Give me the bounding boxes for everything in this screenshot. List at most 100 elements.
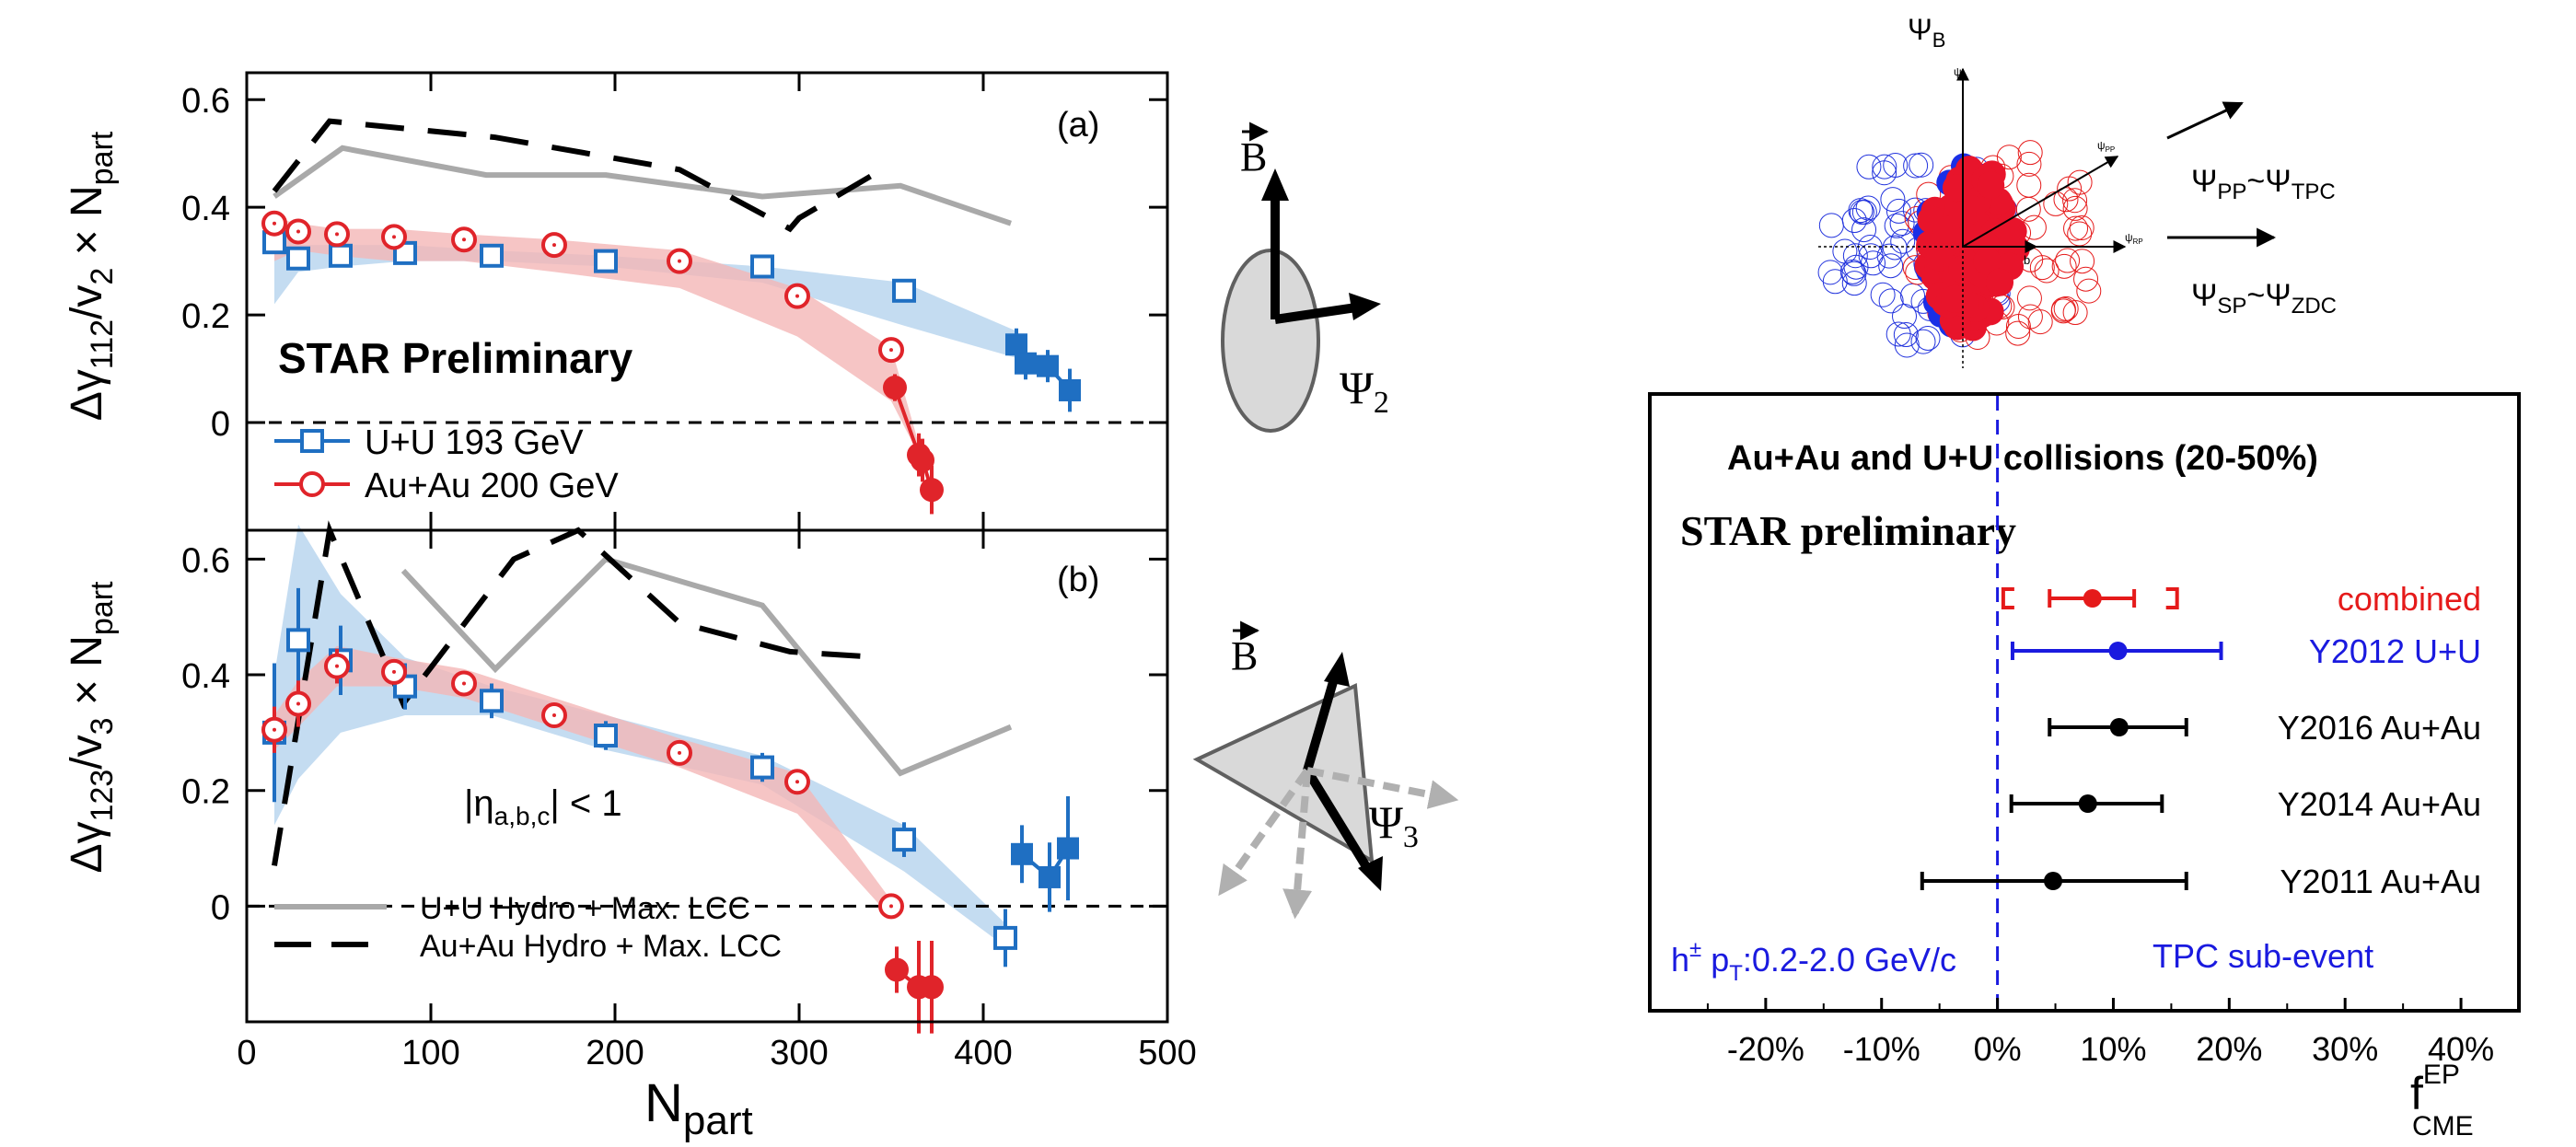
psi-rp-small-label: ψRP xyxy=(2125,231,2143,246)
nucleon-open xyxy=(2005,313,2031,339)
nucleon-open xyxy=(2063,215,2089,241)
y-tick-label: 0.4 xyxy=(181,657,230,696)
fcme-x-tick-label: 40% xyxy=(2428,1030,2494,1068)
nucleon-open xyxy=(1878,253,1904,279)
nucleon-open xyxy=(1876,243,1902,269)
auau-point-center xyxy=(273,727,276,732)
eta-cut-label: |ηa,b,c| < 1 xyxy=(464,783,622,830)
auau-point-center xyxy=(392,669,396,674)
y-tick-label: 0.6 xyxy=(181,541,230,580)
panel-a-legend: U+U 193 GeV Au+Au 200 GeV xyxy=(274,423,619,505)
psi-sp-zdc-label: ΨSP~ΨZDC xyxy=(2191,278,2337,319)
x-tick-label: 300 xyxy=(770,1034,828,1072)
fcme-row-label: Y2016 Au+Au xyxy=(2278,709,2481,747)
panel-b-xlabel: Npart xyxy=(644,1073,753,1143)
panel-b-label: (b) xyxy=(1057,561,1099,599)
x-tick-label: 100 xyxy=(401,1034,459,1072)
panel-b-legend: U+U Hydro + Max. LCC Au+Au Hydro + Max. … xyxy=(274,891,782,964)
nucleon-open xyxy=(1909,152,1934,178)
nucleon-open xyxy=(1890,228,1916,254)
fcme-row-label: combined xyxy=(2338,580,2481,618)
fcme-x-tick-label: 0% xyxy=(1974,1030,2022,1068)
fcme-row-label: Y2011 Au+Au xyxy=(2280,863,2481,900)
uu-point xyxy=(480,243,504,268)
nucleon-open xyxy=(2034,258,2060,284)
legend-uu-marker xyxy=(300,429,324,453)
auau-point-center xyxy=(678,750,681,755)
nucleon-participant xyxy=(1942,174,1970,203)
nucleon-open xyxy=(1818,213,1844,238)
tpc-subevent-label: TPC sub-event xyxy=(2152,937,2373,975)
fcme-x-tick-label: 30% xyxy=(2312,1030,2378,1068)
uu-point xyxy=(286,246,310,271)
nucleon-open xyxy=(2050,296,2076,322)
hydro_uu-curve xyxy=(400,556,1013,777)
uu-point xyxy=(594,249,618,273)
nucleon-open xyxy=(1882,235,1908,261)
nucleon-open xyxy=(1855,195,1881,221)
y-tick-label: 0 xyxy=(211,405,230,444)
fcme-x-tick-label: 20% xyxy=(2196,1030,2262,1068)
fcme-x-tick-label: 10% xyxy=(2080,1030,2146,1068)
nucleon-open xyxy=(1889,211,1915,237)
y-tick-label: 0.4 xyxy=(181,190,230,228)
panel-a-ylabel: Δγ112/v2 × Npart xyxy=(63,131,120,421)
panel-fcme-frame xyxy=(1648,392,2521,1013)
fcme-row-label: Y2012 U+U xyxy=(2309,632,2481,670)
nucleon-open xyxy=(2053,295,2079,321)
uu-point xyxy=(594,724,618,748)
schematic-elliptic: B Ψ2 xyxy=(1221,122,1389,433)
nucleon-open xyxy=(2029,255,2055,281)
auau-point-center xyxy=(392,235,396,239)
auau-point-center xyxy=(795,780,799,784)
nucleon-open xyxy=(1856,154,1882,180)
uu-point xyxy=(329,243,353,268)
fcme-point xyxy=(2109,718,2129,736)
fcme-point xyxy=(2044,872,2063,890)
y-tick-label: 0.2 xyxy=(181,297,230,336)
psi2-arrow xyxy=(1349,293,1381,320)
uu-point xyxy=(750,254,774,279)
x-tick-label: 200 xyxy=(586,1034,644,1072)
nucleon-open xyxy=(1872,154,1897,180)
nuclei-cloud xyxy=(1817,140,2102,358)
plot-frame xyxy=(245,528,1169,1024)
nucleon-open xyxy=(1910,329,1936,354)
nucleon-open xyxy=(1870,282,1896,307)
nucleon-open xyxy=(2062,188,2088,214)
auau-point-center xyxy=(678,259,681,263)
auau-point xyxy=(885,957,909,982)
nucleon-open xyxy=(1822,269,1848,295)
uu-point xyxy=(1057,837,1079,860)
nucleon-open xyxy=(1880,187,1906,213)
nucleon-open xyxy=(1817,260,1843,285)
y-tick-label: 0 xyxy=(211,888,230,927)
triangle-overlap-shape xyxy=(1192,682,1375,864)
auau-point-center xyxy=(795,294,799,298)
nucleon-open xyxy=(1883,152,1909,178)
auau-point-center xyxy=(335,232,339,237)
star-preliminary-label: STAR Preliminary xyxy=(278,334,633,382)
nucleon-open xyxy=(2016,285,2042,311)
nucleon-open xyxy=(1996,145,2022,170)
fcme-x-tick-label: -20% xyxy=(1727,1030,1804,1068)
nucleon-open xyxy=(2067,169,2093,195)
auau-point-center xyxy=(296,229,300,234)
nucleon-open xyxy=(1841,271,1867,296)
nucleon-open xyxy=(2055,248,2081,273)
panel-fcme: Au+Au and U+U collisions (20-50%) STAR p… xyxy=(1648,392,2521,1141)
panel-b: 0 0.2 0.4 0.6 0 100 200 300 400 500 xyxy=(181,520,1197,1072)
psi-b-label: ΨB xyxy=(1908,13,1945,52)
uu-point xyxy=(1039,865,1061,888)
panel-a: 0 0.2 0.4 0.6 xyxy=(181,71,1169,532)
hydro_auau-curve xyxy=(272,520,883,866)
nucleon-open xyxy=(1893,322,1919,348)
legend-auau-marker xyxy=(299,471,325,497)
nucleon-open xyxy=(2027,309,2053,335)
fcme-x-tick-label: -10% xyxy=(1843,1030,1920,1068)
nucleon-open xyxy=(1851,217,1877,243)
nucleon-open xyxy=(2016,172,2042,198)
auau-point xyxy=(911,447,934,472)
nucleon-participant xyxy=(1941,284,1969,313)
